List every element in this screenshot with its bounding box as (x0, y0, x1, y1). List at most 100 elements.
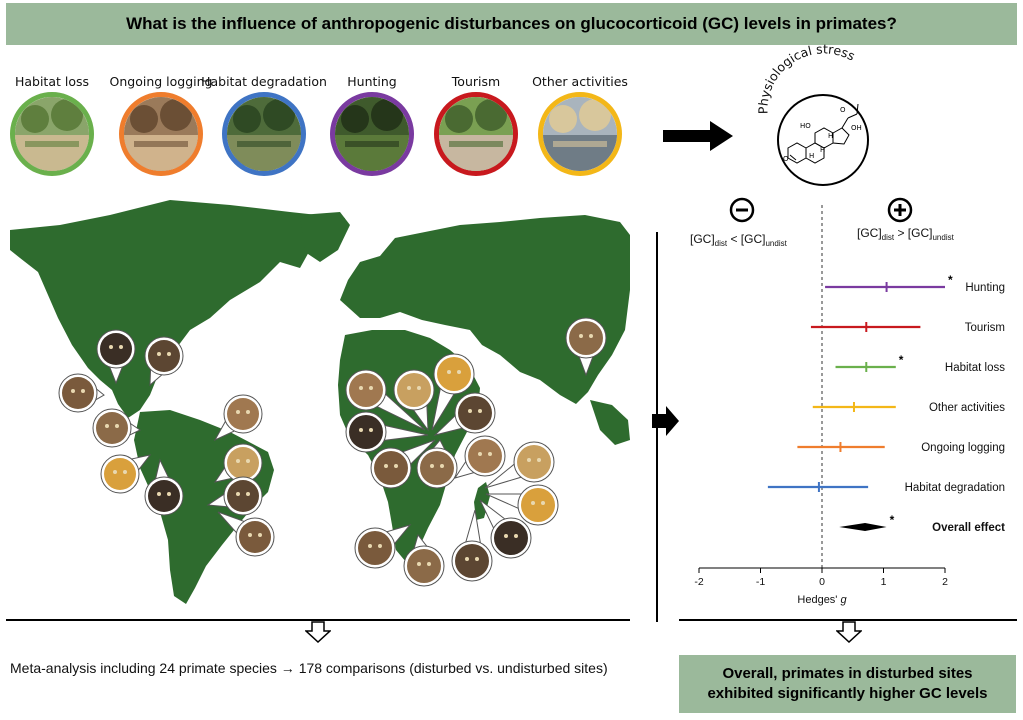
primate-eye-icon (531, 501, 535, 505)
disturbance-label: Tourism (451, 74, 501, 89)
primate-callout (431, 353, 475, 431)
primate-eye-icon (81, 389, 85, 393)
down-arrow-left-icon (305, 621, 331, 643)
logging-photo (119, 92, 203, 176)
molecule-atom-label: O (840, 106, 846, 114)
primate-eye-icon (157, 352, 161, 356)
primate-eye-icon (246, 492, 250, 496)
primate-callout (345, 411, 429, 453)
primate-eye-icon (119, 345, 123, 349)
south-america-shape (134, 410, 274, 604)
primate-callout (433, 392, 496, 436)
habitat-loss-photo (10, 92, 94, 176)
molecule-atom-label: H (820, 146, 825, 154)
primate-eye-icon (417, 562, 421, 566)
southeast-asia-shape (590, 400, 630, 445)
primate-eye-icon (71, 389, 75, 393)
row-label: Habitat degradation (905, 482, 1005, 494)
x-tick-label: -1 (756, 576, 765, 588)
x-tick-label: 2 (942, 576, 948, 588)
primate-eye-icon (394, 464, 398, 468)
north-america-shape (10, 200, 345, 418)
madagascar-shape (474, 482, 490, 520)
primate-callout (370, 439, 436, 489)
conclusion-line-1: Overall, primates in disturbed sites (722, 665, 973, 682)
row-label: Overall effect (932, 522, 1005, 534)
primate-eye-icon (109, 345, 113, 349)
left-condition-label: [GC]dist < [GC]undist (690, 232, 788, 248)
primate-callout (453, 435, 506, 479)
primate-callout (393, 369, 435, 432)
habitat-degradation-photo (222, 92, 306, 176)
primate-eye-icon (407, 386, 411, 390)
bottom-rule-right (679, 619, 1017, 621)
primate-eye-icon (504, 534, 508, 538)
molecule-atom-label: HO (800, 122, 811, 130)
primate-eye-icon (430, 464, 434, 468)
x-tick-label: -2 (694, 576, 703, 588)
primate-callout (58, 373, 105, 413)
minus-sign-icon (729, 197, 755, 223)
primate-eye-icon (246, 459, 250, 463)
disturbance-label: Other activities (532, 74, 628, 89)
primate-callout (403, 533, 445, 587)
primate-eye-icon (236, 410, 240, 414)
primate-eye-icon (589, 334, 593, 338)
land-masses (10, 200, 630, 604)
primate-eye-icon (236, 492, 240, 496)
primate-eye-icon (378, 544, 382, 548)
primate-eye-icon (369, 428, 373, 432)
row-label: Tourism (965, 322, 1005, 334)
primate-callout (92, 408, 141, 448)
forest-marks: -2 -1 0 1 2 Hedges' g * Hunting Tourism * Habitat … (694, 205, 1005, 606)
primate-callout (213, 394, 263, 442)
overall-effect-diamond (839, 523, 887, 531)
primate-callout (565, 317, 607, 377)
primate-eye-icon (369, 386, 373, 390)
right-arrow-icon (663, 121, 733, 151)
primate-callout (144, 458, 184, 516)
significance-star: * (948, 273, 953, 287)
primate-eye-icon (447, 370, 451, 374)
primate-eye-icon (417, 386, 421, 390)
greenland-shape (300, 212, 350, 262)
primate-eye-icon (258, 533, 262, 537)
primate-eye-icon (465, 557, 469, 561)
primate-callout (354, 524, 412, 569)
primate-callout (479, 499, 532, 559)
molecule-circle (777, 94, 869, 186)
primate-callout (345, 369, 426, 431)
x-tick-label: 0 (819, 576, 825, 588)
primate-callout (100, 454, 152, 494)
primate-eye-icon (478, 452, 482, 456)
primate-callout (451, 509, 493, 582)
conclusion-line-2: exhibited significantly higher GC levels (707, 685, 988, 702)
conclusion-banner: Overall, primates in disturbed sites exh… (679, 655, 1016, 713)
significance-star: * (890, 513, 895, 527)
primate-eye-icon (478, 409, 482, 413)
primate-eye-icon (579, 334, 583, 338)
right-condition-label: [GC]dist > [GC]undist (857, 226, 955, 242)
vertical-divider (656, 232, 658, 622)
primate-eye-icon (123, 470, 127, 474)
disturbance-label: Hunting (347, 74, 397, 89)
primate-eye-icon (113, 470, 117, 474)
primate-eye-icon (384, 464, 388, 468)
cortisol-molecule-icon (787, 103, 859, 164)
down-arrow-right-icon (836, 621, 862, 643)
primate-eye-icon (246, 410, 250, 414)
row-label: Other activities (929, 402, 1005, 414)
hunting-photo (330, 92, 414, 176)
summary-text: Meta-analysis including 24 primate speci… (10, 660, 608, 676)
primate-callout (485, 484, 559, 526)
x-tick-label: 1 (881, 576, 887, 588)
disturbance-label: Habitat degradation (201, 74, 327, 89)
africa-shape (338, 330, 480, 562)
tourism-photo (434, 92, 518, 176)
primate-eye-icon (440, 464, 444, 468)
primate-eye-icon (236, 459, 240, 463)
primate-eye-icon (488, 452, 492, 456)
primate-eye-icon (248, 533, 252, 537)
europe-asia-shape (340, 215, 630, 404)
disturbance-label: Ongoing logging (109, 74, 213, 89)
